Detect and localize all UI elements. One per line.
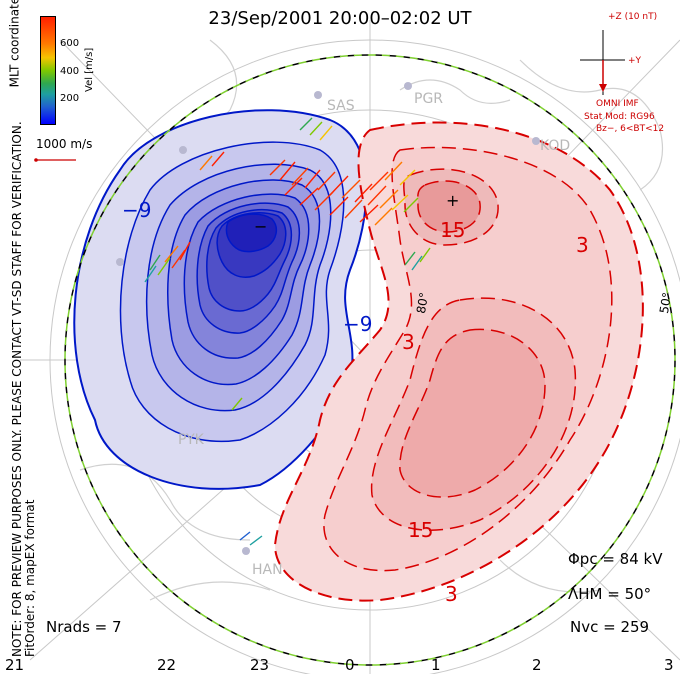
station-sas: SAS [327,98,355,114]
vector-cluster-dawn [231,247,431,546]
mlt-hour-22: 22 [157,656,177,674]
imf-y-label: +Y [628,56,642,66]
imf-source: OMNI IMF [596,99,639,109]
vector-cluster-dusk [144,241,191,283]
velocity-colorbar [40,16,56,125]
velocity-vectors [144,117,431,546]
stat-lambda-hm: ΛHM = 50° [568,585,652,603]
contour-label-neg-1: −9 [122,198,152,222]
stat-n-vc: Nvc = 259 [570,618,650,636]
preview-note-line1: NOTE: FOR PREVIEW PURPOSES ONLY. PLEASE … [10,121,24,657]
boundary-green-dash [64,54,676,666]
mlt-hour-1: 1 [431,656,441,674]
station-pgr: PGR [414,91,444,107]
svg-text:+: + [446,191,459,210]
plot-title: 23/Sep/2001 20:00–02:02 UT [208,8,472,29]
contour-label-pos-4: 15 [408,518,434,542]
mlt-hour-23: 23 [250,656,270,674]
imf-dial [580,30,625,95]
cbar-tick-400: 400 [60,66,80,77]
negative-cell: − [73,109,368,490]
colorbar-title: Vel [m/s] [84,47,95,92]
station-pyk: PYK [178,432,204,448]
station-han: HAN [252,562,283,578]
contour-label-pos-5: 3 [445,582,458,606]
imf-z-label: +Z (10 nT) [608,12,658,22]
imf-bin: Bz−, 6<BT<12 [596,124,665,134]
contour-label-neg-2: −9 [343,312,373,336]
station-markers [116,82,540,555]
contour-label-pos-2: 3 [576,233,589,257]
scale-vector-label: 1000 m/s [36,137,93,151]
station-kod: KOD [540,138,571,154]
cbar-tick-200: 200 [60,93,80,104]
mlt-hour-2: 2 [532,656,542,674]
contour-label-pos-3: 3 [402,330,415,354]
mlt-hour-21: 21 [5,656,25,674]
coords-label: MLT coordinates [7,0,22,88]
preview-note-line2: FitOrder: 8, mapEX format [23,499,37,657]
positive-cell: + [273,121,644,602]
preview-note: NOTE: FOR PREVIEW PURPOSES ONLY. PLEASE … [10,17,37,657]
cbar-tick-600: 600 [60,38,80,49]
contour-label-pos-1: 15 [440,218,466,242]
mlt-hour-0: 0 [345,656,355,674]
vector-cluster-noon [199,117,333,171]
svg-text:−: − [254,217,267,236]
vector-cluster-main [269,159,419,226]
stat-phi-pc: Φpc = 84 kV [568,550,663,568]
mlt-hour-3: 3 [664,656,674,674]
imf-model: Stat Mod: RG96 [584,112,655,122]
stat-n-rads: Nrads = 7 [46,618,122,636]
